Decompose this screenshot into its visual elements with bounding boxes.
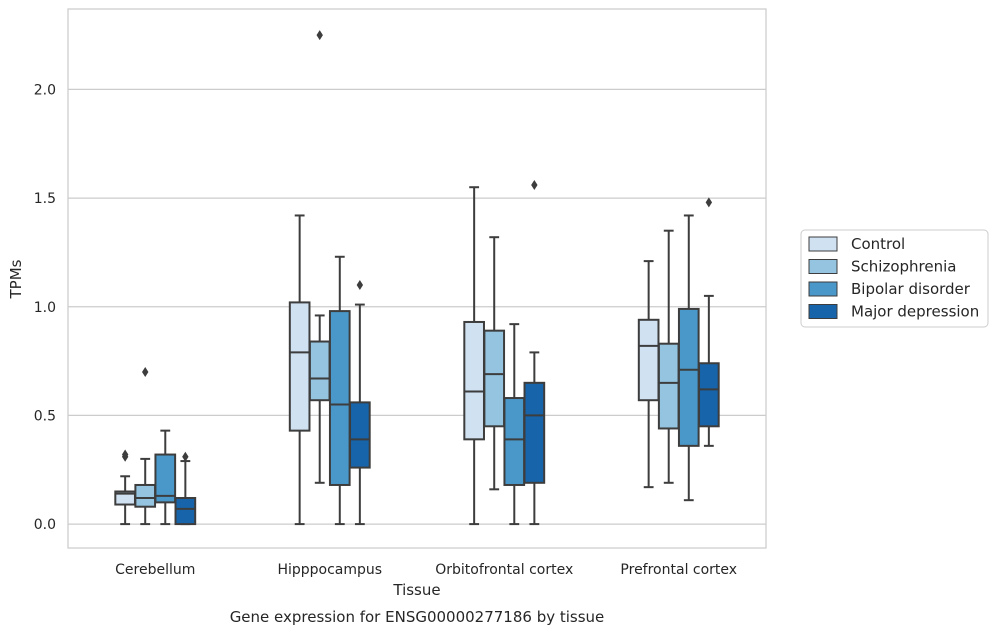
box-series <box>114 30 720 526</box>
x-tick-label: Cerebellum <box>115 562 195 578</box>
box-group <box>463 186 485 526</box>
legend-label: Control <box>851 235 905 253</box>
y-tick-label: 1.0 <box>34 300 56 316</box>
box-group <box>328 255 351 526</box>
box-iqr <box>308 340 331 402</box>
series-group <box>174 180 720 526</box>
outlier-point <box>531 180 538 191</box>
box-iqr <box>463 320 485 441</box>
legend-label: Schizophrenia <box>851 258 956 276</box>
legend-swatch <box>808 259 838 274</box>
legend-label: Major depression <box>851 303 979 321</box>
box-group <box>349 280 371 526</box>
legend-swatch <box>808 304 838 319</box>
legend: Control Schizophrenia Bipolar disorder Majo… <box>800 229 989 328</box>
x-tick-label: Prefrontal cortex <box>620 562 737 578</box>
legend-swatch <box>808 236 838 252</box>
box-iqr <box>483 329 506 428</box>
box-iqr <box>637 318 660 402</box>
series-group <box>154 214 700 526</box>
x-tick-labels: Cerebellum Hipppocampus Orbitofrontal cort… <box>115 562 737 578</box>
outlier-point <box>356 280 364 291</box>
plot-area-frame <box>67 8 767 549</box>
box-iqr <box>657 342 680 430</box>
series-group <box>134 30 680 526</box>
box-iqr <box>349 401 371 469</box>
y-tick-label: 0.0 <box>34 517 56 533</box>
box-iqr <box>134 483 157 508</box>
x-tick-label: Orbitofrontal cortex <box>435 562 573 578</box>
box-iqr <box>503 397 526 486</box>
outlier-point <box>121 449 129 460</box>
box-group <box>523 180 546 526</box>
box-iqr <box>154 453 177 504</box>
box-iqr <box>698 362 720 428</box>
box-group <box>677 214 700 502</box>
outlier-point <box>142 366 149 377</box>
y-axis-label: TPMs <box>7 259 25 299</box>
y-tick-label: 0.5 <box>34 408 56 424</box>
outlier-point <box>182 451 189 462</box>
box-group <box>154 429 177 526</box>
box-group <box>114 449 136 526</box>
legend-swatch <box>808 281 838 297</box>
box-group <box>483 236 506 491</box>
x-axis-label: Tissue <box>392 581 440 599</box>
outlier-point <box>316 30 323 41</box>
box-group <box>698 197 720 447</box>
box-iqr <box>677 307 700 447</box>
box-iqr <box>328 310 351 486</box>
y-tick-label: 2.0 <box>34 82 56 98</box>
box-group <box>637 260 660 489</box>
legend-label: Bipolar disorder <box>851 280 971 298</box>
box-group <box>657 229 680 484</box>
x-tick-label: Hipppocampus <box>277 562 382 578</box>
y-tick-labels: 0.0 0.5 1.0 1.5 2.0 <box>34 82 56 533</box>
box-iqr <box>523 381 546 484</box>
y-tick-label: 1.5 <box>34 191 56 207</box>
legend-frame <box>800 229 989 328</box>
outlier-point <box>705 197 713 208</box>
box-iqr <box>288 301 311 432</box>
figure-caption: Gene expression for ENSG00000277186 by t… <box>230 608 605 626</box>
box-iqr <box>174 497 197 526</box>
box-group <box>174 451 197 526</box>
series-group <box>114 186 660 526</box>
